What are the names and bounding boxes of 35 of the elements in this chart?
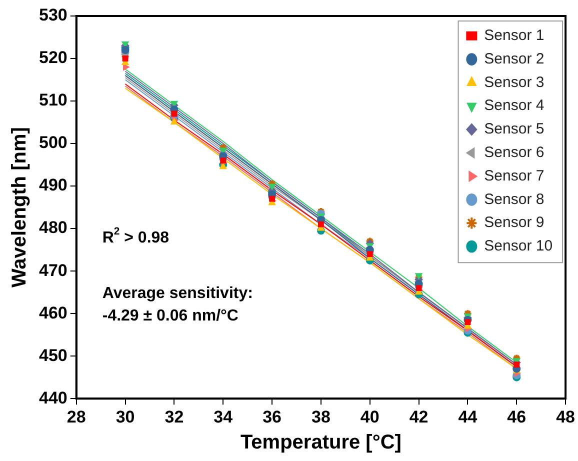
y-tick-label: 470 [38,260,68,280]
legend-label: Sensor 1 [484,27,544,44]
y-tick-label: 520 [38,48,68,68]
y-tick-label: 450 [38,346,68,365]
x-tick-label: 38 [311,407,330,426]
y-tick-label: 440 [38,388,68,408]
y-tick-label: 480 [38,218,68,238]
y-axis-title: Wavelength [nm] [8,127,31,288]
x-tick-label: 30 [116,407,135,426]
x-tick-label: 44 [458,407,478,426]
legend-label: Sensor 10 [484,238,553,255]
y-tick-label: 490 [38,176,68,195]
y-tick-label: 530 [38,6,68,25]
x-tick-label: 40 [360,407,380,426]
legend-label: Sensor 6 [484,144,544,162]
x-tick-label: 34 [214,407,234,426]
legend-label: Sensor 3 [484,74,544,91]
y-tick-label: 460 [38,303,68,322]
annotation: -4.29 ± 0.06 nm/°C [102,308,239,325]
y-tick-label: 500 [38,133,68,152]
x-tick-label: 28 [66,407,86,426]
legend-label: Sensor 2 [484,50,544,68]
y-tick-label: 510 [38,90,68,110]
legend-label: Sensor 5 [484,120,544,138]
annotation: Average sensitivity: [102,284,253,302]
x-tick-label: 42 [409,407,428,426]
x-tick-label: 46 [507,407,526,426]
x-axis-title: Temperature [°C] [240,432,402,454]
legend-label: Sensor 9 [484,214,544,232]
x-tick-label: 48 [556,407,576,426]
x-tick-label: 32 [164,407,184,426]
legend-label: Sensor 4 [484,97,544,114]
x-tick-label: 36 [262,407,282,426]
legend-label: Sensor 8 [484,190,544,208]
legend-label: Sensor 7 [484,167,544,184]
